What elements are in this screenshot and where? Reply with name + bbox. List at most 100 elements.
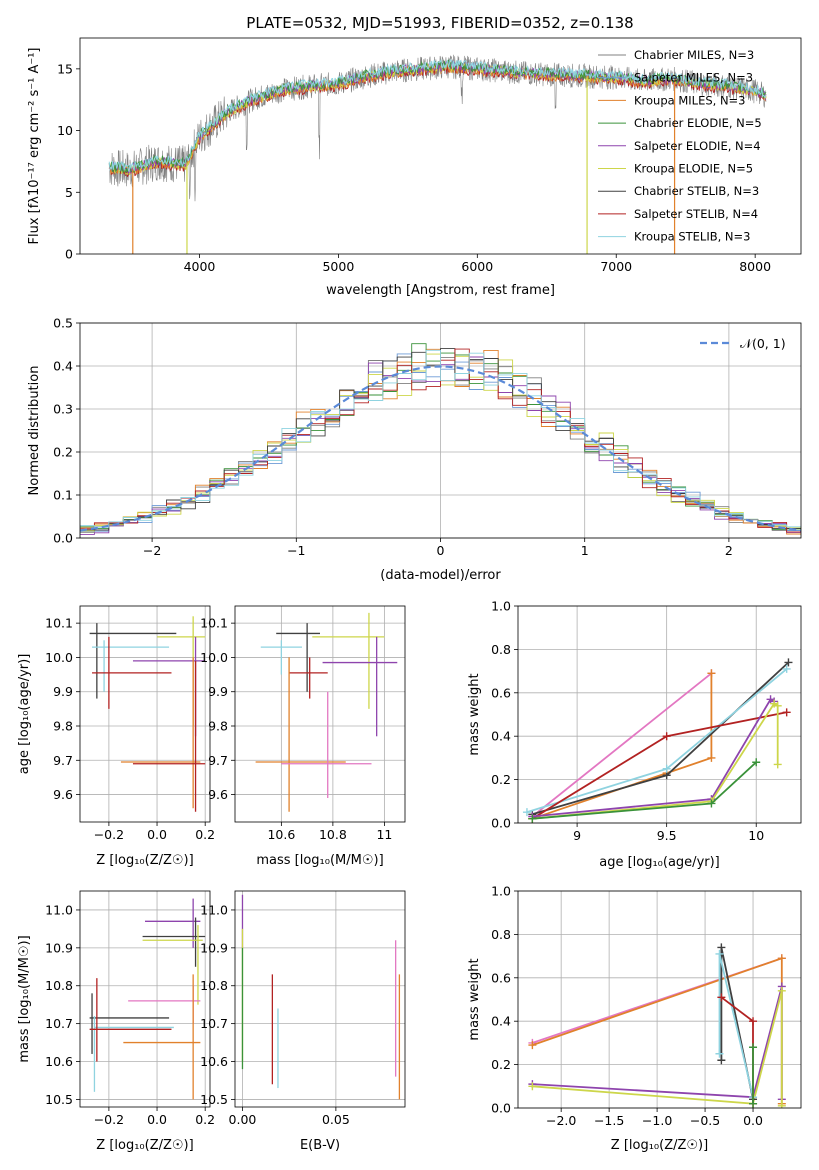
y-axis-label: mass weight [467, 958, 482, 1040]
weight-marker [528, 1041, 537, 1050]
x-tick-label: 8000 [739, 259, 771, 274]
y-tick-label: 5 [65, 185, 73, 200]
weight-marker [522, 808, 531, 817]
weight-line [532, 698, 775, 818]
y-tick-label: 0.1 [53, 488, 73, 503]
x-tick-label: 4000 [184, 259, 216, 274]
weight-marker [715, 949, 724, 958]
y-tick-label: 10.7 [200, 1016, 228, 1031]
x-axis-label: Z [log₁₀(Z/Z☉)] [96, 853, 193, 868]
weight_vs_Z-axes: −2.0 −1.5 −1.0 −0.5 0.0 0.0 0.2 0.4 0.6 0.8 1.0 Z [… [467, 884, 802, 1153]
weight-marker [528, 1082, 537, 1091]
x-axis-label: wavelength [Angstrom, rest frame] [326, 283, 555, 298]
y-tick-label: 9.8 [208, 719, 228, 734]
y-tick-label: 0.8 [491, 927, 511, 942]
gaussian-reference [80, 365, 801, 532]
x-tick-label: −1.0 [642, 1113, 672, 1128]
weight-marker [782, 664, 791, 673]
y-tick-label: 15 [57, 61, 73, 76]
x-tick-label: 9.5 [657, 828, 677, 843]
spectrum-axes: 4000 5000 6000 7000 8000 0 5 10 15 wavelength [An… [27, 37, 802, 298]
weight-marker [777, 954, 786, 963]
legend-label: Chabrier STELIB, N=3 [634, 184, 759, 198]
x-tick-label: 10.6 [267, 827, 295, 842]
y-tick-label: 0.6 [491, 970, 511, 985]
x-tick-label: 0.2 [195, 827, 215, 842]
y-tick-label: 10.7 [45, 1016, 73, 1031]
weight-line [531, 672, 712, 818]
y-tick-label: 10.5 [200, 1092, 228, 1107]
y-tick-label: 10.0 [200, 650, 228, 665]
y-tick-label: 0.8 [491, 642, 511, 657]
y-tick-label: 0.5 [53, 316, 73, 331]
weight-marker [528, 814, 537, 823]
y-tick-label: 0.4 [491, 729, 511, 744]
x-tick-label: 0.00 [229, 1112, 257, 1127]
axes-frame [517, 605, 802, 824]
weight-marker [717, 1056, 726, 1065]
x-tick-label: 0.0 [147, 827, 167, 842]
weight-marker [773, 760, 782, 769]
mass_vs_ebv-plot [241, 894, 401, 1100]
x-axis-label: E(B-V) [300, 1138, 340, 1153]
axes-frame [517, 890, 802, 1109]
y-tick-label: 11.0 [45, 902, 73, 917]
age_vs_mass-axes: 10.6 10.8 11 9.6 9.7 9.8 9.9 10.0 10.1 mass [log₁… [200, 605, 406, 868]
weight-line [532, 990, 783, 1106]
x-tick-label: −1 [287, 543, 305, 558]
y-axis-label: Normed distribution [27, 366, 42, 496]
y-tick-label: 1.0 [491, 599, 511, 614]
y-tick-label: 9.7 [208, 753, 228, 768]
weight-line [532, 661, 790, 816]
y-tick-label: 0.2 [53, 445, 73, 460]
legend-label: Salpeter MILES, N=3 [634, 71, 753, 85]
age_vs_mass-plot [255, 612, 398, 812]
y-tick-label: 9.6 [208, 787, 228, 802]
age_vs_Z-axes: −0.2 0.0 0.2 9.6 9.7 9.8 9.9 10.0 10.1 Z [log₁₀(Z… [17, 605, 215, 868]
x-tick-label: 6000 [461, 259, 493, 274]
y-axis-label: age [log₁₀(age/yr)] [17, 654, 32, 775]
legend-label: Salpeter ELODIE, N=4 [634, 139, 761, 153]
y-tick-label: 9.7 [53, 753, 73, 768]
age_vs_Z-plot [89, 616, 206, 812]
weight-line [532, 673, 713, 820]
axes-frame [234, 605, 406, 823]
axes-frame [79, 890, 211, 1108]
weight-marker [749, 1017, 758, 1026]
y-axis-label: Flux [fλ10⁻¹⁷ erg cm⁻² s⁻¹ A⁻¹] [27, 48, 42, 245]
x-tick-label: −0.5 [690, 1113, 720, 1128]
x-tick-label: −0.2 [94, 1112, 124, 1127]
legend-label: Kroupa MILES, N=3 [634, 93, 746, 107]
weight-marker [782, 708, 791, 717]
weight-marker [715, 1049, 724, 1058]
figure-title: PLATE=0532, MJD=51993, FIBERID=0352, z=0… [246, 14, 633, 32]
x-tick-label: 11 [376, 827, 392, 842]
y-tick-label: 0.2 [491, 1057, 511, 1072]
mass_vs_Z-plot [89, 898, 206, 1100]
x-axis-label: mass [log₁₀(M/M☉)] [256, 853, 383, 868]
y-tick-label: 0.2 [491, 772, 511, 787]
y-tick-label: 0.0 [491, 816, 511, 831]
y-tick-label: 1.0 [491, 884, 511, 899]
y-tick-label: 0 [65, 247, 73, 262]
x-tick-label: 5000 [322, 259, 354, 274]
weight-marker [662, 764, 671, 773]
x-axis-label: (data-model)/error [380, 568, 501, 583]
x-tick-label: 9 [573, 828, 581, 843]
x-tick-label: 0.05 [322, 1112, 350, 1127]
weight-marker [707, 669, 716, 678]
x-tick-label: 0.2 [195, 1112, 215, 1127]
legend-label: Chabrier ELODIE, N=5 [634, 116, 762, 130]
y-tick-label: 0.0 [491, 1101, 511, 1116]
y-tick-label: 10.8 [45, 978, 73, 993]
weight-line [720, 996, 754, 1104]
weight-marker [707, 799, 716, 808]
y-tick-label: 9.9 [208, 684, 228, 699]
weight_vs_Z-plot [528, 943, 786, 1108]
y-axis-label: mass weight [467, 673, 482, 755]
y-tick-label: 10.0 [45, 650, 73, 665]
x-tick-label: 2 [725, 543, 733, 558]
mass_vs_ebv-axes: 0.00 0.05 10.5 10.6 10.7 10.8 10.9 11.0 E(B-V) [200, 890, 406, 1153]
y-tick-label: 11.0 [200, 902, 228, 917]
